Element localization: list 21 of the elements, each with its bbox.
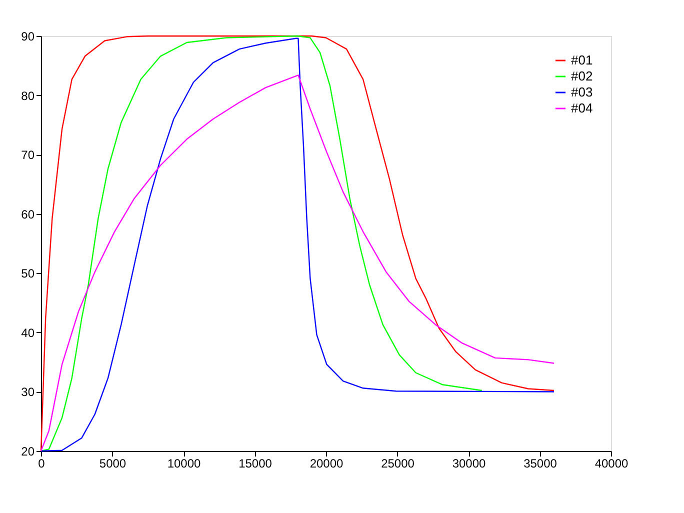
- x-tick-label: 30000: [452, 456, 486, 470]
- y-tick-label: 80: [21, 88, 35, 103]
- x-tick-label: 0: [38, 456, 46, 470]
- x-tick-label: 15000: [238, 456, 272, 470]
- x-tick-label: 5000: [99, 456, 126, 470]
- y-tick-label: 40: [21, 326, 35, 340]
- legend-label: #02: [571, 68, 593, 84]
- x-tick-label: 40000: [594, 456, 629, 470]
- x-tick-label: 35000: [524, 456, 558, 470]
- y-tick-label: 20: [21, 444, 35, 458]
- x-tick-label: 10000: [167, 456, 202, 470]
- y-tick-label: 90: [21, 30, 35, 44]
- x-tick-label: 25000: [381, 456, 415, 470]
- legend-label: #04: [571, 100, 593, 116]
- y-tick-label: 60: [21, 207, 35, 222]
- y-tick-label: 30: [21, 385, 35, 400]
- x-tick-label: 20000: [310, 456, 344, 470]
- y-tick-label: 70: [21, 148, 35, 162]
- legend-label: #01: [571, 52, 593, 68]
- y-tick-label: 50: [21, 266, 35, 281]
- legend-label: #03: [571, 84, 593, 100]
